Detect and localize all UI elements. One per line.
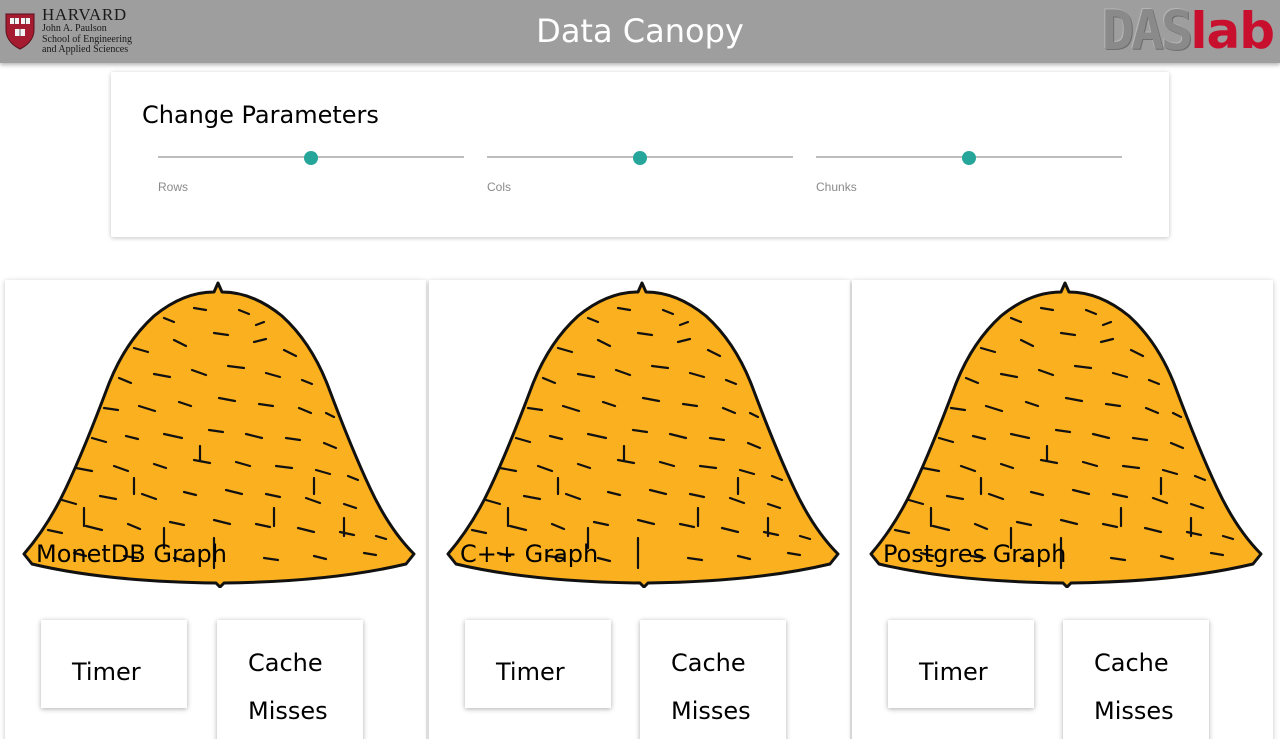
daslab-logo-das: DAS: [1101, 0, 1194, 62]
harvard-line-3: and Applied Sciences: [42, 44, 129, 55]
harvard-wordmark: HARVARD John A. Paulson School of Engine…: [42, 6, 132, 56]
misses-label: Misses: [671, 697, 751, 725]
graph-title: C++ Graph: [460, 540, 599, 568]
daslab-logo: DAS lab: [1101, 0, 1275, 62]
timer-label: Timer: [72, 658, 141, 686]
harvard-shield-icon: [5, 13, 35, 50]
harvard-name: HARVARD: [42, 5, 127, 24]
cache-misses-button[interactable]: Cache Misses: [640, 620, 786, 739]
parameters-card: Change Parameters Rows Cols Chunks: [111, 72, 1169, 237]
parameters-title: Change Parameters: [142, 101, 379, 129]
cache-label: Cache: [1094, 649, 1169, 677]
timer-button[interactable]: Timer: [41, 620, 187, 708]
timer-button[interactable]: Timer: [888, 620, 1034, 708]
cache-misses-button[interactable]: Cache Misses: [217, 620, 363, 739]
app-bar: HARVARD John A. Paulson School of Engine…: [0, 0, 1280, 63]
graph-title: MonetDB Graph: [36, 540, 227, 568]
chunks-slider[interactable]: [816, 148, 1122, 168]
graph-card-postgres: Postgres Graph Timer Cache Misses: [852, 280, 1273, 739]
cols-slider-label: Cols: [487, 180, 512, 194]
timer-button[interactable]: Timer: [465, 620, 611, 708]
timer-label: Timer: [919, 658, 988, 686]
rows-slider[interactable]: [158, 148, 464, 168]
app-title: Data Canopy: [536, 12, 744, 50]
slider-thumb[interactable]: [633, 151, 647, 165]
misses-label: Misses: [1094, 697, 1174, 725]
harvard-line-1: John A. Paulson: [42, 23, 107, 34]
harvard-line-2: School of Engineering: [42, 33, 132, 45]
graph-title: Postgres Graph: [883, 540, 1067, 568]
cols-slider[interactable]: [487, 148, 793, 168]
daslab-logo-lab: lab: [1190, 2, 1275, 60]
slider-thumb[interactable]: [304, 151, 318, 165]
cache-label: Cache: [671, 649, 746, 677]
misses-label: Misses: [248, 697, 328, 725]
harvard-seas-logo: HARVARD John A. Paulson School of Engine…: [4, 6, 136, 58]
cache-label: Cache: [248, 649, 323, 677]
timer-label: Timer: [496, 658, 565, 686]
graph-card-cpp: C++ Graph Timer Cache Misses: [429, 280, 850, 739]
rows-slider-label: Rows: [158, 180, 189, 194]
slider-thumb[interactable]: [962, 151, 976, 165]
graph-card-monetdb: MonetDB Graph Timer Cache Misses: [5, 280, 426, 739]
chunks-slider-label: Chunks: [816, 180, 857, 194]
cache-misses-button[interactable]: Cache Misses: [1063, 620, 1209, 739]
